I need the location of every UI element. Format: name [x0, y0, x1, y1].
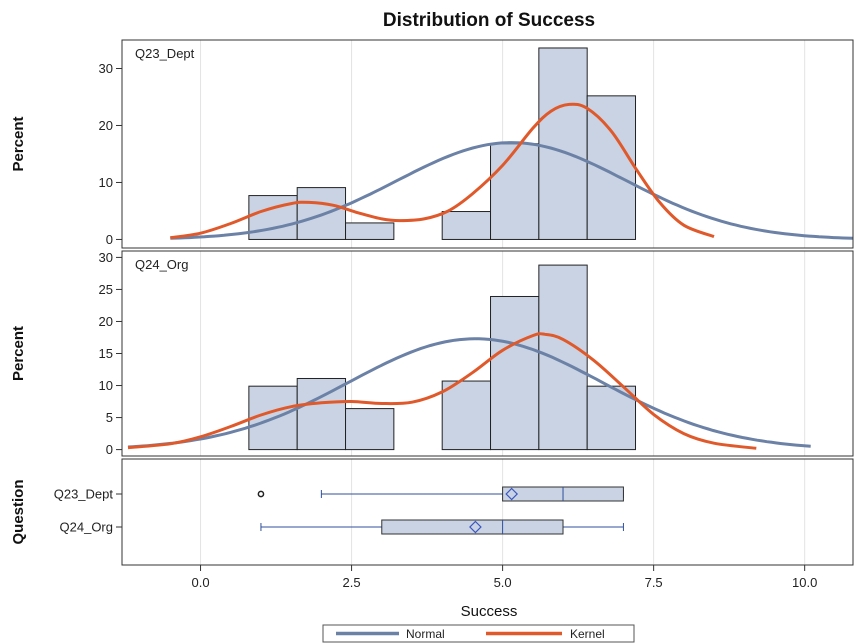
- y-tick-label-1: 10: [99, 175, 113, 190]
- x-tick-label-1: 2.5: [343, 575, 361, 590]
- y-tick-label-6: 30: [99, 250, 113, 265]
- panel-q23-dept-bars: [248, 47, 637, 240]
- histogram-bar-3: [441, 380, 492, 451]
- y-tick-label-2: 20: [99, 118, 113, 133]
- panel-q24-org-bars: [248, 264, 637, 451]
- histogram-bar-4: [490, 295, 540, 451]
- x-axis: 0.0 2.5 5.0 7.5 10.0: [191, 565, 817, 590]
- histogram-bar-3: [441, 211, 492, 240]
- category-label-0: Q23_Dept: [54, 487, 114, 502]
- legend-kernel-label: Kernel: [570, 627, 605, 641]
- panel-q24-org-kernel-curve: [127, 332, 757, 450]
- mean-marker: [469, 520, 482, 534]
- histogram-bar-6: [586, 95, 637, 240]
- y-tick-label-0: 0: [106, 442, 113, 457]
- histogram-bar-5: [538, 47, 588, 240]
- panel-q23-dept: 0 10 20 30 Q23_Dept Percent: [10, 39, 854, 249]
- histogram-bar-2: [345, 222, 395, 240]
- y-tick-label-4: 20: [99, 314, 113, 329]
- boxplot-panel: Q23_Dept Q24_Org Question: [10, 458, 854, 566]
- boxplot-boxes: [257, 486, 624, 535]
- x-tick-label-0: 0.0: [191, 575, 209, 590]
- histogram-bar-1: [296, 377, 347, 451]
- x-tick-label-2: 5.0: [494, 575, 512, 590]
- histogram-bar-5: [538, 264, 588, 451]
- boxplot-y-axis: Q23_Dept Q24_Org: [54, 487, 122, 535]
- panel-q24-org: 0 5 10 15 20 25 30 Q24_Org Percent: [10, 250, 854, 457]
- panel-q23-dept-y-axis-label: Percent: [10, 116, 27, 171]
- panel-q23-dept-normal-curve: [170, 141, 854, 240]
- x-tick-label-3: 7.5: [645, 575, 663, 590]
- panel-q24-org-y-axis-label: Percent: [10, 326, 27, 381]
- panel-q23-dept-label: Q23_Dept: [135, 46, 195, 61]
- iqr-box: [381, 519, 564, 535]
- y-tick-label-0: 0: [106, 232, 113, 247]
- boxplot-q23-dept: [257, 486, 624, 502]
- y-tick-label-5: 25: [99, 282, 113, 297]
- panel-q24-org-normal-curve: [127, 337, 811, 449]
- legend: Normal Kernel: [322, 624, 635, 643]
- boxplot-frame: [121, 458, 854, 566]
- mean-marker: [505, 487, 519, 501]
- panel-q24-org-y-axis: 0 5 10 15 20 25 30: [99, 250, 122, 457]
- y-tick-label-3: 15: [99, 346, 113, 361]
- chart-title: Distribution of Success: [383, 10, 595, 31]
- boxplot-q24-org: [260, 519, 624, 535]
- y-tick-label-2: 10: [99, 378, 113, 393]
- x-axis-label: Success: [461, 603, 518, 620]
- boxplot-y-axis-label: Question: [10, 479, 27, 544]
- x-tick-label-4: 10.0: [792, 575, 817, 590]
- panel-q23-dept-y-axis: 0 10 20 30: [99, 61, 122, 247]
- y-tick-label-3: 30: [99, 61, 113, 76]
- panel-q23-dept-kernel-curve: [170, 102, 715, 240]
- histogram-bar-2: [345, 408, 395, 451]
- histogram-bar-0: [248, 195, 298, 240]
- legend-box: [322, 624, 635, 643]
- histogram-bar-4: [490, 143, 540, 240]
- boxplot-grid: [200, 459, 806, 565]
- y-tick-label-1: 5: [106, 410, 113, 425]
- panel-q24-org-label: Q24_Org: [135, 257, 188, 272]
- outlier-point-0: [257, 490, 265, 498]
- panel-q23-dept-frame: [121, 39, 854, 249]
- category-label-1: Q24_Org: [60, 520, 113, 535]
- legend-normal-label: Normal: [406, 627, 445, 641]
